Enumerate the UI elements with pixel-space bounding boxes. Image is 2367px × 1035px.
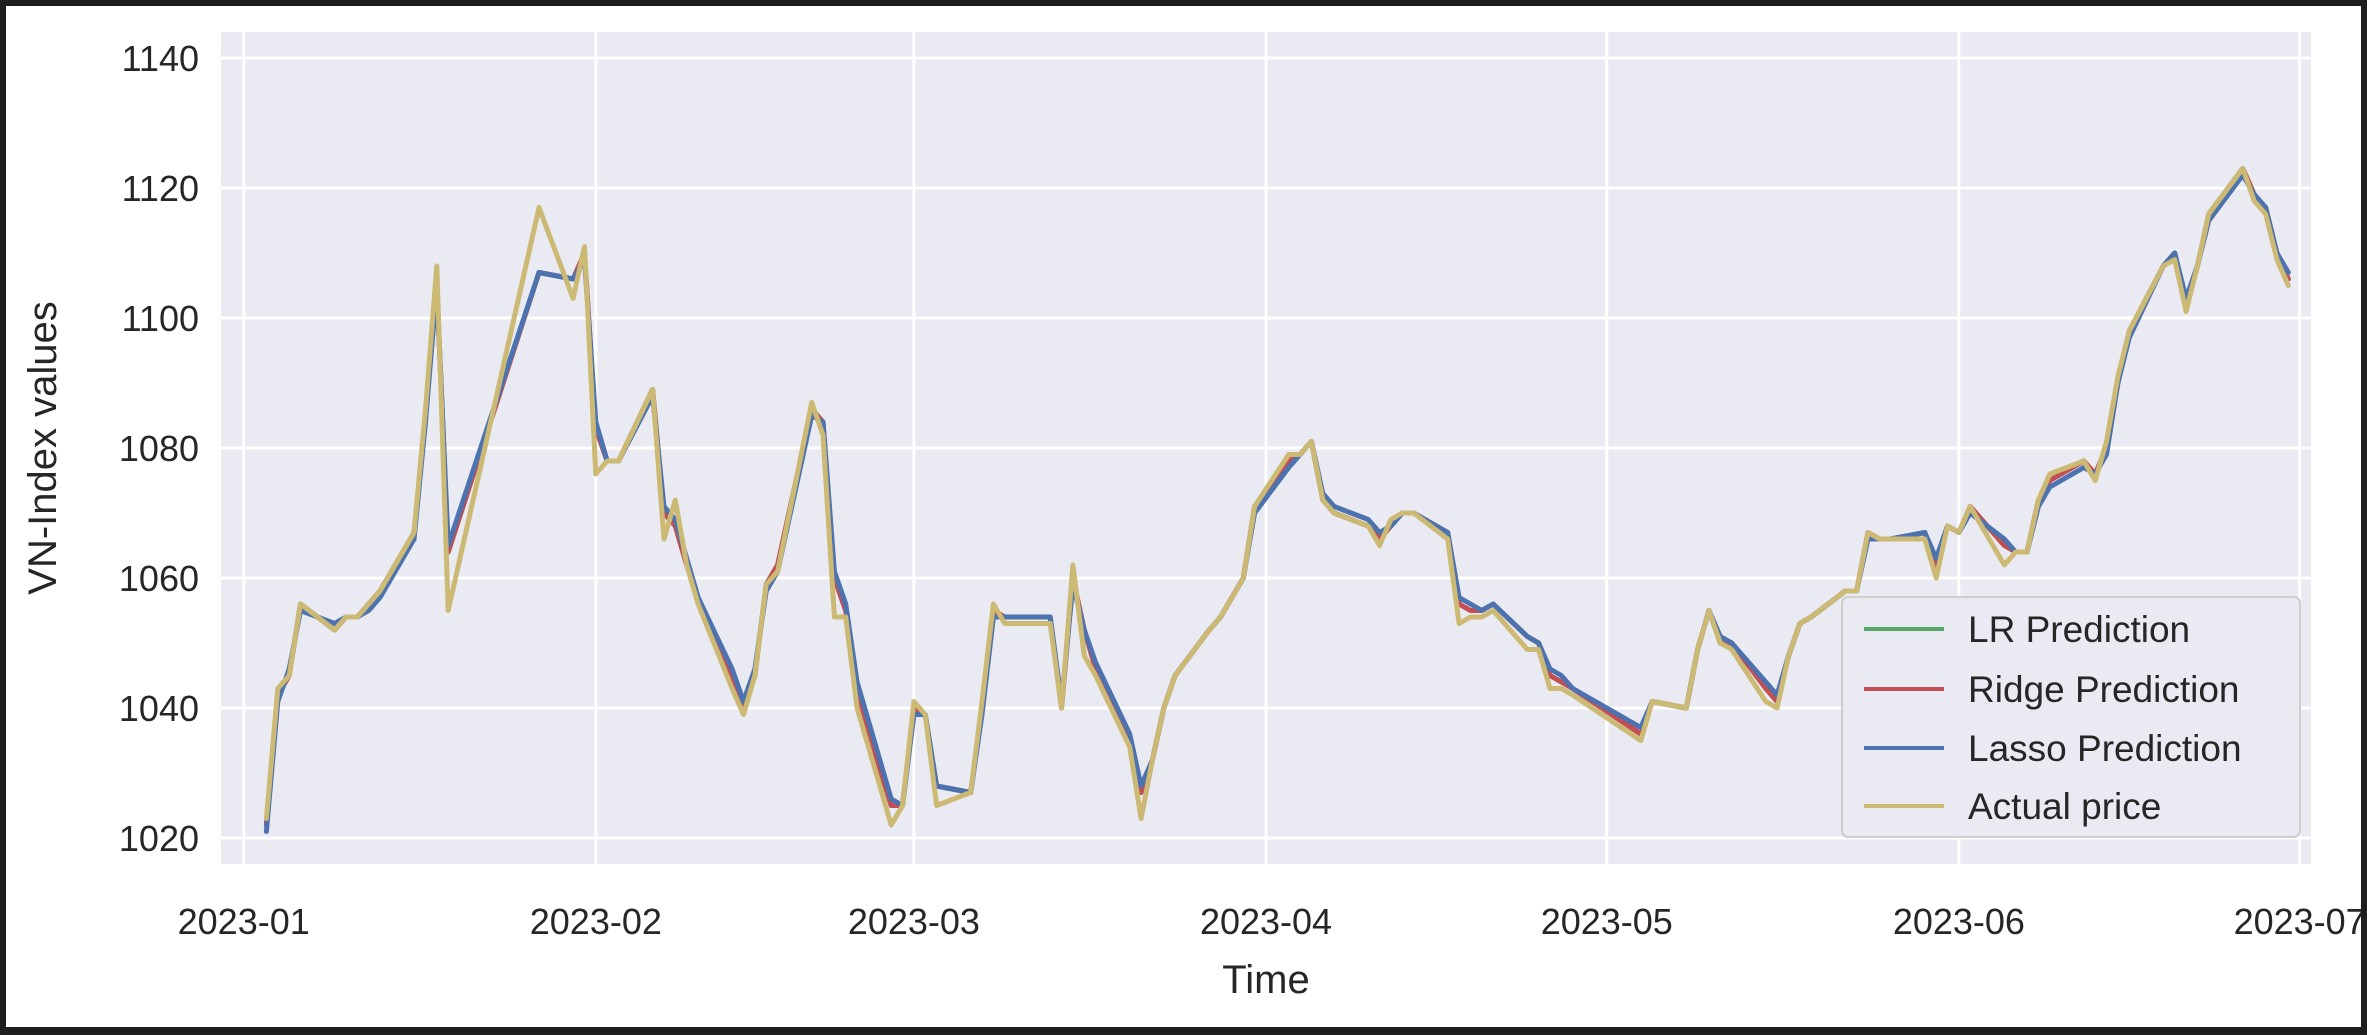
y-tick-label: 1080 — [119, 428, 199, 469]
y-tick-label: 1100 — [122, 298, 199, 339]
y-tick-label: 1120 — [122, 168, 199, 209]
x-axis-label: Time — [1222, 958, 1309, 1002]
figure: 1020 1040 1060 1080 1100 1120 1140 2023-01 2023… — [6, 6, 2361, 1027]
grid — [221, 32, 2311, 864]
x-tick-label: 2023-06 — [1893, 901, 2025, 942]
y-tick-label: 1140 — [122, 38, 199, 79]
legend-label-lr: LR Prediction — [1968, 609, 2190, 650]
legend-label-actual: Actual price — [1968, 786, 2161, 827]
x-tick-label: 2023-04 — [1200, 901, 1332, 942]
y-tick-label: 1020 — [119, 818, 199, 859]
legend: LR Prediction Ridge Prediction Lasso Pre… — [1841, 596, 2301, 838]
x-tick-label: 2023-01 — [178, 901, 310, 942]
legend-label-ridge: Ridge Prediction — [1968, 669, 2239, 710]
y-tick-label: 1040 — [119, 688, 199, 729]
x-tick-label: 2023-05 — [1541, 901, 1673, 942]
series-lines — [263, 166, 2291, 834]
y-axis-label: VN-Index values — [21, 301, 65, 594]
y-tick-label: 1060 — [119, 558, 199, 599]
legend-box — [1841, 596, 2301, 838]
y-tick-labels: 1020 1040 1060 1080 1100 1120 1140 — [119, 38, 199, 859]
x-tick-labels: 2023-01 2023-02 2023-03 2023-04 2023-05 2023-… — [178, 901, 2361, 942]
x-tick-label: 2023-02 — [530, 901, 662, 942]
x-tick-label: 2023-03 — [848, 901, 980, 942]
series-line-actual-price — [263, 166, 2291, 828]
x-tick-label: 2023-07 — [2234, 901, 2361, 942]
legend-label-lasso: Lasso Prediction — [1968, 728, 2242, 769]
